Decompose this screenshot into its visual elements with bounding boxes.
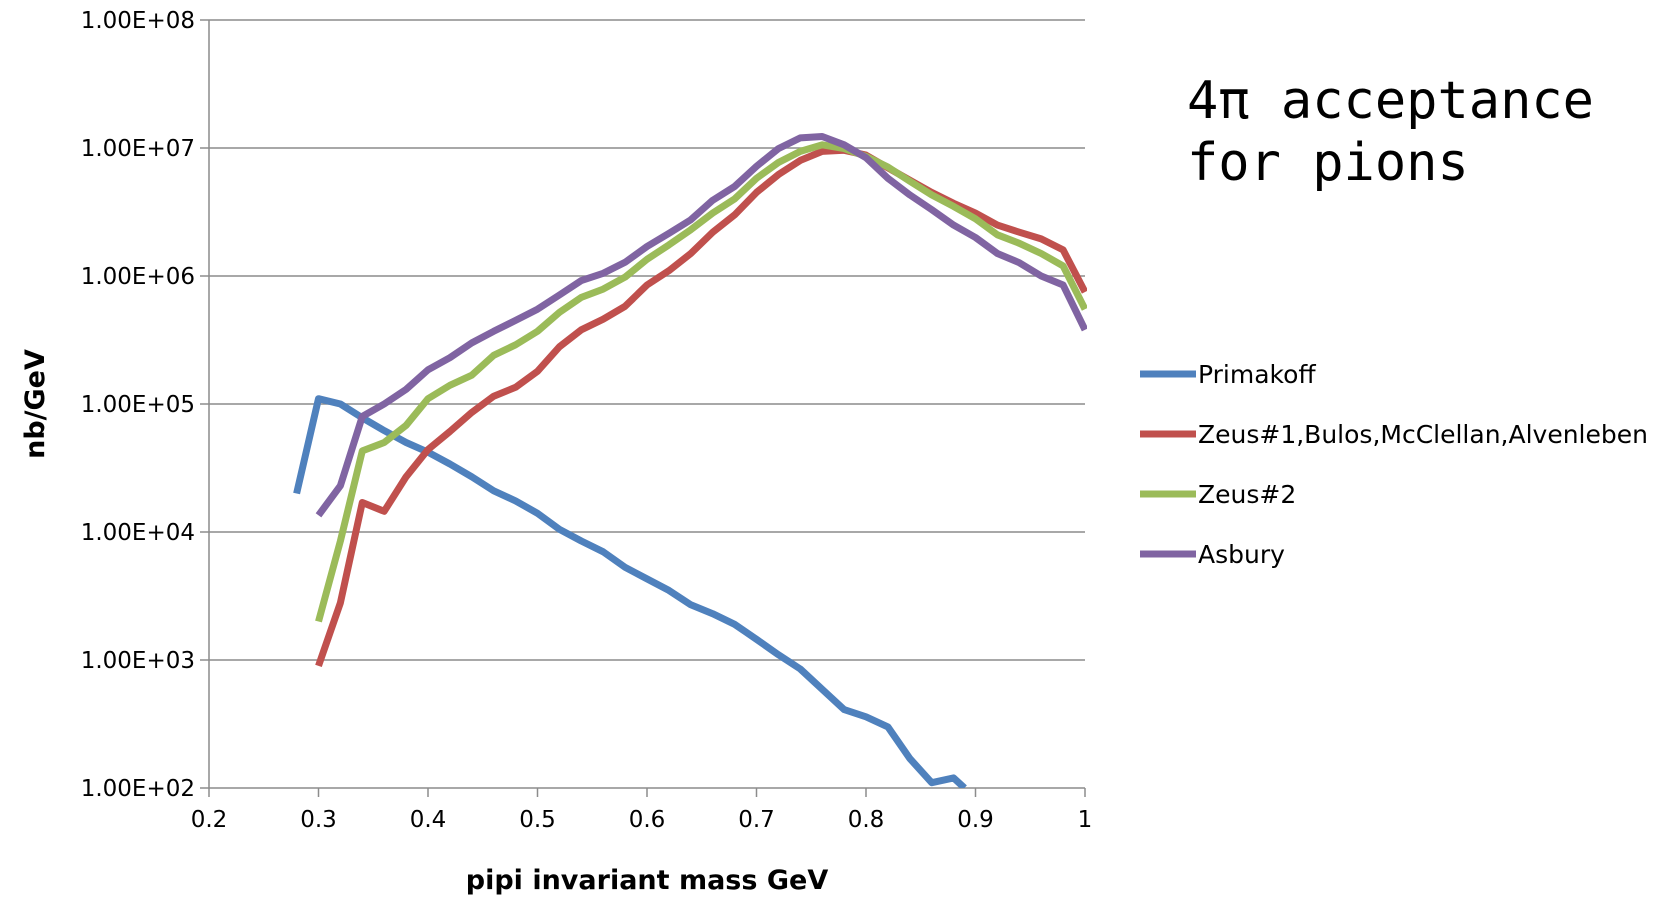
x-tick-label: 0.7 (738, 807, 775, 833)
x-tick-label: 0.3 (300, 807, 337, 833)
y-tick-label: 1.00E+02 (81, 776, 195, 802)
grid-lines (209, 19, 1085, 661)
x-tick-label: 0.2 (191, 807, 228, 833)
series-line-primakoff (293, 395, 967, 788)
y-tick-label: 1.00E+08 (81, 8, 195, 34)
y-axis: 1.00E+02 1.00E+03 1.00E+04 1.00E+05 1.00E+06… (81, 8, 210, 802)
series-line-zeus-2 (315, 141, 1087, 623)
x-axis-title: pipi invariant mass GeV (466, 865, 829, 896)
x-tick-label: 1 (1078, 807, 1093, 833)
legend: Primakoff Zeus#1,Bulos,McClellan,Alvenleb… (1140, 360, 1648, 569)
series-line-zeus-1-bulos-mcclellan-alvenleben (315, 146, 1087, 668)
series-lines (293, 133, 1087, 788)
legend-label: Zeus#2 (1198, 480, 1296, 509)
annotation-line-2: for pions (1187, 133, 1469, 193)
y-tick-label: 1.00E+07 (81, 136, 195, 162)
y-tick-label: 1.00E+06 (81, 264, 195, 290)
chart-annotation: 4π acceptance for pions (1187, 70, 1594, 194)
y-tick-label: 1.00E+04 (81, 520, 195, 546)
legend-label: Zeus#1,Bulos,McClellan,Alvenleben (1198, 420, 1648, 449)
annotation-line-1: 4π acceptance (1187, 71, 1594, 131)
x-tick-label: 0.9 (957, 807, 994, 833)
legend-label: Primakoff (1198, 360, 1316, 389)
x-axis: 0.2 0.3 0.4 0.5 0.6 0.7 0.8 0.9 1 (191, 787, 1093, 833)
legend-label: Asbury (1198, 540, 1285, 569)
series-line-asbury (315, 133, 1087, 518)
y-tick-label: 1.00E+03 (81, 648, 195, 674)
x-tick-label: 0.8 (848, 807, 885, 833)
x-tick-label: 0.6 (629, 807, 666, 833)
y-tick-label: 1.00E+05 (81, 392, 195, 418)
x-tick-label: 0.4 (410, 807, 447, 833)
x-tick-label: 0.5 (519, 807, 556, 833)
y-axis-title: nb/GeV (20, 349, 51, 459)
